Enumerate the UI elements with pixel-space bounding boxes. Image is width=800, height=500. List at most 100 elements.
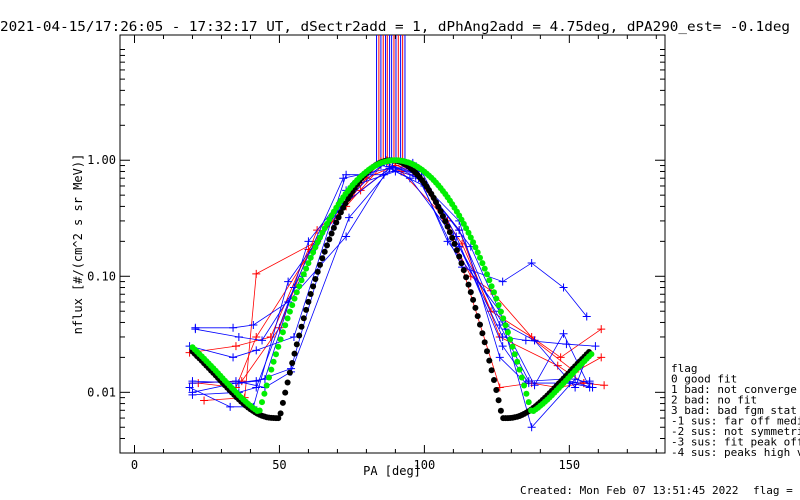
fit-0-dot	[470, 296, 477, 303]
fit-1-dot	[289, 302, 296, 309]
fit-0-dot	[296, 332, 303, 339]
fit-1-dot	[263, 382, 270, 389]
series-9-point-4	[345, 213, 354, 222]
series-2-point-10	[556, 353, 565, 362]
series-5-point-10	[571, 383, 580, 392]
series-10-point-11	[588, 383, 597, 392]
fit-0-dot	[477, 321, 483, 328]
fit-1-dot	[296, 283, 303, 290]
fit-1-dot	[472, 244, 479, 251]
fit-1-dot	[256, 407, 263, 414]
footer-flag: flag = 0	[753, 484, 800, 497]
series-line-9	[192, 166, 590, 388]
fit-0-dot	[317, 261, 323, 268]
fit-1-dot	[277, 336, 284, 343]
fit-1-dot	[460, 220, 467, 227]
series-8-point-11	[591, 342, 600, 351]
fit-0-dot	[333, 219, 340, 226]
series-11-point-8	[498, 277, 507, 286]
fit-1-dot	[493, 295, 500, 302]
fit-1-dot	[463, 225, 470, 232]
y-axis-label: nflux [#/(cm^2 s sr MeV)]	[71, 154, 85, 335]
fit-0-dot	[319, 255, 326, 262]
series-7-point-6	[405, 174, 414, 183]
x-axis-label: PA [deg]	[363, 464, 421, 478]
fit-1-dot	[319, 229, 326, 236]
fit-0-dot	[307, 291, 314, 297]
y-tick-label-1: 0.10	[87, 269, 116, 283]
fit-1-dot	[511, 351, 518, 358]
fit-0-dot	[463, 274, 470, 281]
fit-1-dot	[303, 265, 310, 272]
fit-0-dot	[335, 214, 342, 221]
fit-1-dot	[293, 289, 300, 296]
series-6-point-1	[226, 402, 235, 411]
legend-entry-6: -2 sus: not symmetric	[671, 425, 800, 438]
series-11-point-10	[559, 283, 568, 292]
fit-1-dot	[317, 234, 323, 241]
fit-1-dot	[486, 277, 493, 284]
fit-0-dot	[324, 242, 330, 249]
series-5-point-3	[304, 237, 313, 246]
y-tick-label-0: 0.01	[87, 385, 116, 399]
fit-1-dot	[312, 244, 319, 251]
footer-created: Created: Mon Feb 07 13:51:45 2022	[520, 484, 739, 497]
x-tick-label-2: 100	[414, 458, 436, 472]
fit-0-dot	[484, 348, 490, 355]
fit-0-dot	[305, 298, 312, 305]
fit-1-dot	[266, 374, 272, 381]
legend-entry-0: flag	[671, 362, 698, 375]
series-7-point-10	[559, 329, 568, 338]
fit-1-dot	[588, 351, 595, 358]
legend-entry-3: 2 bad: no fit	[671, 394, 757, 407]
fit-1-dot	[291, 295, 298, 302]
series-11-point-9	[527, 259, 536, 268]
chart-title: 2021-04-15/17:26:05 - 17:32:17 UT, dSect…	[0, 19, 790, 35]
series-4-point-2	[252, 346, 261, 355]
fit-0-dot	[439, 213, 446, 220]
fit-0-dot	[291, 350, 298, 357]
series-line-4	[189, 162, 590, 429]
x-tick-label-1: 50	[272, 458, 286, 472]
fit-0-dot	[453, 247, 460, 254]
fit-curves	[189, 157, 595, 422]
series-2-point-11	[597, 325, 606, 334]
series-line-11	[195, 162, 588, 341]
fit-1-dot	[470, 239, 477, 246]
fit-0-dot	[481, 339, 488, 346]
fit-1-dot	[504, 329, 511, 336]
fit-0-dot	[449, 234, 456, 241]
series-4-point-10	[571, 375, 580, 384]
fit-0-dot	[467, 289, 474, 296]
fit-0-dot	[328, 230, 335, 237]
series-line-5	[192, 171, 588, 393]
fit-1-dot	[298, 277, 305, 284]
series-7-point-9	[530, 381, 539, 390]
fit-1-dot	[279, 329, 286, 336]
fit-0-dot	[437, 208, 444, 215]
fit-1-dot	[497, 308, 504, 315]
series-9-point-0	[188, 379, 197, 388]
fit-0-dot	[456, 253, 463, 260]
fit-0-dot	[310, 283, 317, 290]
fit-1-dot	[474, 249, 481, 256]
legend: flag 0 good fit 1 bad: not converge 2 ba…	[671, 362, 800, 459]
fit-0-dot	[298, 323, 305, 330]
fit-0-dot	[474, 313, 481, 320]
fit-0-dot	[444, 223, 451, 230]
series-6-point-3	[284, 277, 293, 286]
vertical-lines	[376, 35, 406, 162]
fit-0-dot	[435, 203, 442, 210]
series-8-point-2	[249, 321, 258, 330]
series-1-point-2	[252, 269, 261, 278]
fit-1-dot	[484, 271, 490, 278]
fit-1-dot	[321, 225, 328, 232]
series-11-point-2	[258, 336, 267, 345]
plot-frame	[119, 34, 666, 454]
series-1-point-0	[200, 396, 209, 405]
fit-1-dot	[509, 343, 516, 350]
series-2-point-1	[231, 342, 240, 351]
fit-0-dot	[446, 229, 453, 236]
fit-1-dot	[282, 322, 289, 329]
